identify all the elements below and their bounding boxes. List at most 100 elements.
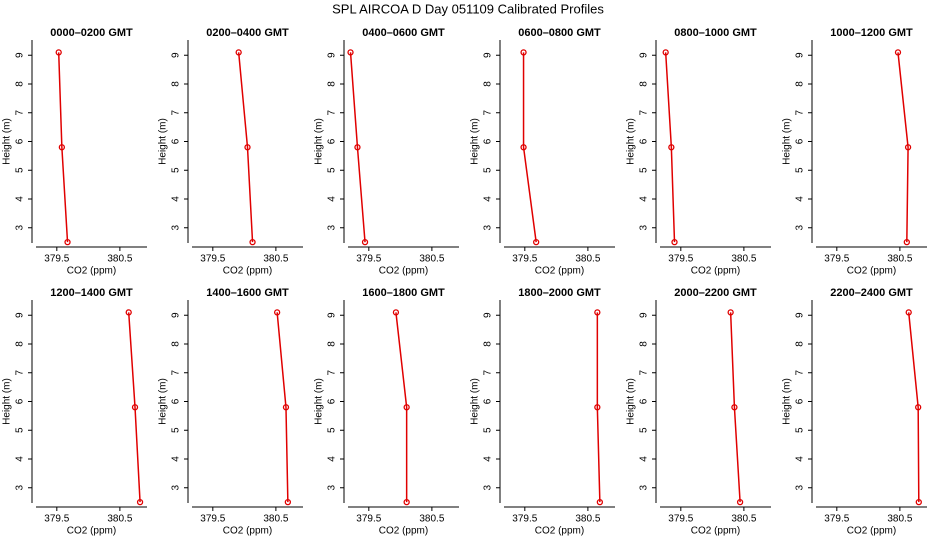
y-tick-label: 7 [15, 370, 26, 376]
y-axis-label: Height (m) [782, 118, 793, 165]
y-tick-label: 4 [639, 456, 650, 462]
profile-point [594, 309, 601, 316]
y-tick-label: 8 [327, 341, 338, 347]
profile-point [354, 144, 361, 151]
y-tick-label: 5 [327, 167, 338, 173]
profile-point [131, 404, 139, 411]
y-tick-label: 6 [795, 138, 806, 144]
y-tick-label: 7 [795, 110, 806, 116]
y-tick-label: 9 [15, 312, 26, 318]
profile-line [522, 52, 537, 243]
profile-line [907, 312, 920, 503]
panel-title: 2000–2200 GMT [674, 287, 757, 299]
x-axis-label: CO2 (ppm) [67, 526, 116, 537]
profile-point [596, 498, 604, 506]
y-axis-label: Height (m) [2, 378, 13, 425]
profile-line [237, 52, 254, 243]
y-tick-label: 3 [15, 485, 26, 491]
x-axis-label: CO2 (ppm) [535, 526, 584, 537]
x-tick-label: 380.5 [263, 514, 288, 525]
y-tick-label: 9 [171, 52, 182, 58]
y-tick-label: 3 [639, 485, 650, 491]
panel-title: 2200–2400 GMT [830, 287, 913, 299]
y-tick-label: 5 [15, 427, 26, 433]
profile-point [235, 49, 242, 56]
profile-point [905, 309, 912, 316]
profile-line [395, 312, 408, 503]
y-tick-label: 8 [795, 341, 806, 347]
y-tick-label: 6 [171, 398, 182, 404]
y-axis-label: Height (m) [470, 118, 481, 165]
x-tick-label: 380.5 [887, 254, 912, 265]
profile-point [282, 404, 290, 411]
y-tick-label: 7 [327, 370, 338, 376]
profile-line [596, 312, 601, 503]
profile-point [915, 498, 922, 506]
y-tick-label: 5 [795, 427, 806, 433]
profile-point [668, 144, 675, 151]
y-tick-label: 3 [795, 225, 806, 231]
x-axis-label: CO2 (ppm) [691, 526, 740, 537]
profile-point [55, 49, 62, 56]
profile-point [533, 238, 540, 246]
y-tick-label: 5 [15, 167, 26, 173]
y-tick-label: 3 [483, 225, 494, 231]
panel-title: 1000–1200 GMT [830, 27, 913, 39]
y-tick-label: 7 [483, 370, 494, 376]
y-tick-label: 7 [795, 370, 806, 376]
y-tick-label: 3 [171, 225, 182, 231]
y-tick-label: 6 [15, 398, 26, 404]
profile-point [361, 238, 369, 246]
x-tick-label: 379.5 [824, 254, 849, 265]
x-axis-label: CO2 (ppm) [223, 526, 272, 537]
panel-title: 1800–2000 GMT [518, 287, 601, 299]
x-tick-label: 379.5 [44, 514, 69, 525]
y-tick-label: 4 [795, 196, 806, 202]
x-tick-label: 379.5 [356, 254, 381, 265]
profile-point [403, 498, 410, 506]
profile-line [897, 52, 909, 243]
y-tick-label: 5 [483, 167, 494, 173]
y-tick-label: 3 [327, 485, 338, 491]
y-tick-label: 6 [327, 398, 338, 404]
profile-point [894, 49, 902, 56]
y-tick-label: 7 [15, 110, 26, 116]
x-axis-label: CO2 (ppm) [379, 526, 428, 537]
y-tick-label: 4 [327, 196, 338, 202]
y-tick-label: 4 [795, 456, 806, 462]
profile-point [125, 309, 132, 316]
y-axis-label: Height (m) [314, 378, 325, 425]
profile-point [392, 309, 400, 316]
profile-point [64, 238, 71, 246]
y-tick-label: 8 [327, 81, 338, 87]
profile-line [349, 52, 366, 243]
x-tick-label: 379.5 [44, 254, 69, 265]
x-axis-label: CO2 (ppm) [67, 266, 116, 277]
y-tick-label: 8 [639, 341, 650, 347]
x-tick-label: 379.5 [668, 254, 693, 265]
y-tick-label: 6 [327, 138, 338, 144]
x-axis-label: CO2 (ppm) [847, 266, 896, 277]
profile-point [736, 498, 744, 506]
y-tick-label: 7 [483, 110, 494, 116]
x-tick-label: 379.5 [200, 514, 225, 525]
y-tick-label: 5 [483, 427, 494, 433]
x-tick-label: 380.5 [107, 514, 132, 525]
y-axis-label: Height (m) [782, 378, 793, 425]
profile-line [729, 312, 741, 503]
profile-point [136, 498, 144, 506]
y-tick-label: 8 [15, 341, 26, 347]
profile-line [276, 312, 289, 503]
y-tick-label: 3 [483, 485, 494, 491]
panel-title: 1600–1800 GMT [362, 287, 445, 299]
y-tick-label: 3 [795, 485, 806, 491]
panel-title: 0200–0400 GMT [206, 27, 289, 39]
y-tick-label: 4 [171, 456, 182, 462]
y-axis-label: Height (m) [158, 378, 169, 425]
y-tick-label: 4 [483, 456, 494, 462]
y-tick-label: 9 [639, 312, 650, 318]
panel-title: 1400–1600 GMT [206, 287, 289, 299]
x-axis-label: CO2 (ppm) [379, 266, 428, 277]
y-tick-label: 6 [639, 398, 650, 404]
x-tick-label: 380.5 [731, 514, 756, 525]
